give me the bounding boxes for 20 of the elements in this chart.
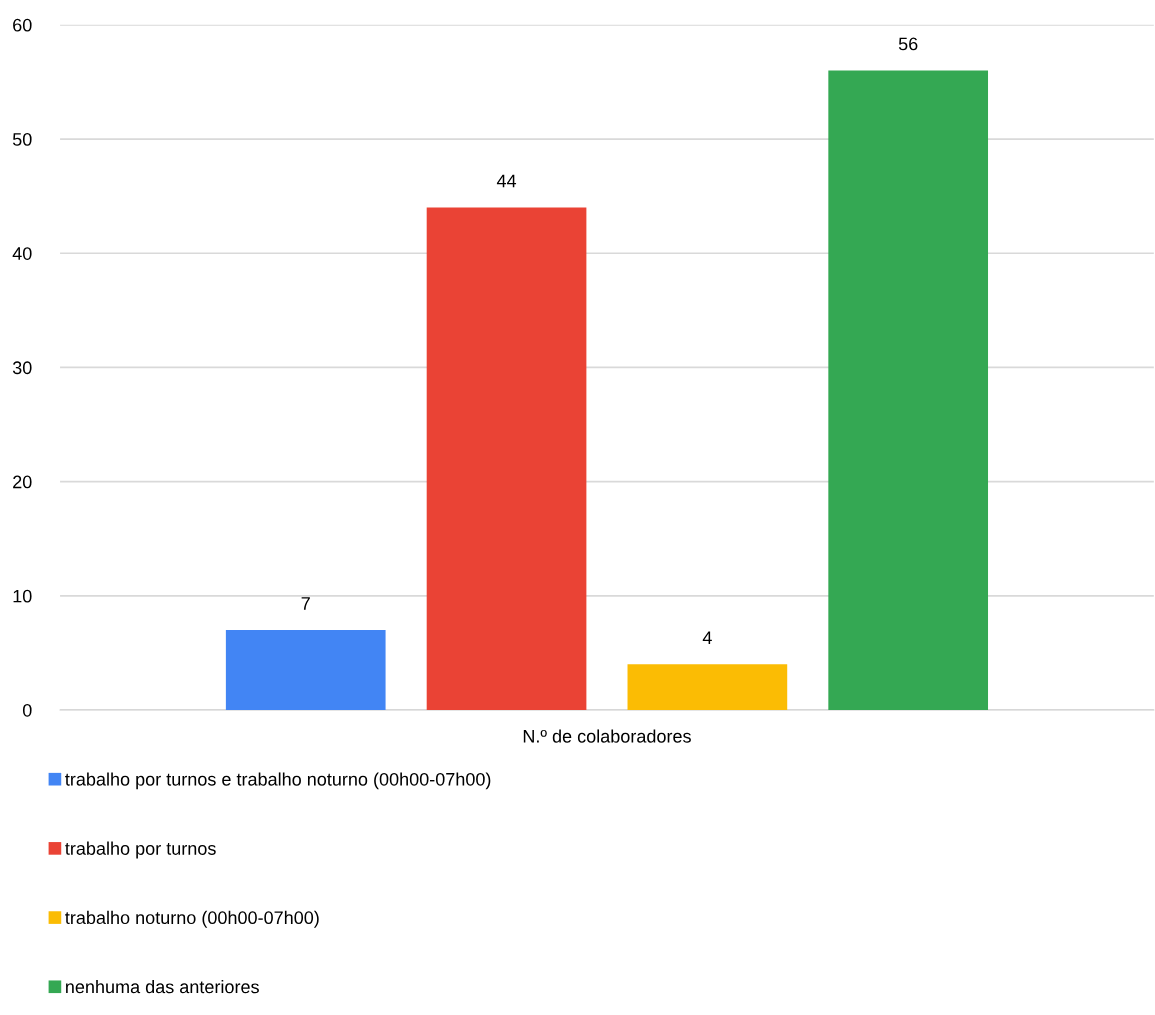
bar xyxy=(828,70,989,710)
y-tick-label: 50 xyxy=(12,132,32,146)
legend-label: nenhuma das anteriores xyxy=(66,980,259,994)
x-tick-label: N.º de colaboradores xyxy=(523,729,691,743)
legend-label: trabalho por turnos e trabalho noturno (00h00-07h00) xyxy=(65,772,491,790)
y-tick-label: 40 xyxy=(12,247,32,260)
bar xyxy=(225,630,386,710)
legend-label: trabalho por turnos xyxy=(65,841,216,859)
data-label: 56 xyxy=(898,37,918,51)
data-label: 44 xyxy=(496,174,517,188)
y-tick-label: 0 xyxy=(22,703,32,717)
legend-label: trabalho noturno (00h00-07h00) xyxy=(65,910,319,928)
data-label: 4 xyxy=(702,631,712,644)
data-label: 7 xyxy=(301,597,310,610)
bar xyxy=(426,207,587,710)
y-tick-label: 30 xyxy=(12,361,32,375)
y-tick-label: 60 xyxy=(13,18,32,32)
bar xyxy=(627,664,788,710)
y-tick-label: 10 xyxy=(13,589,32,603)
y-tick-label: 20 xyxy=(13,475,32,489)
